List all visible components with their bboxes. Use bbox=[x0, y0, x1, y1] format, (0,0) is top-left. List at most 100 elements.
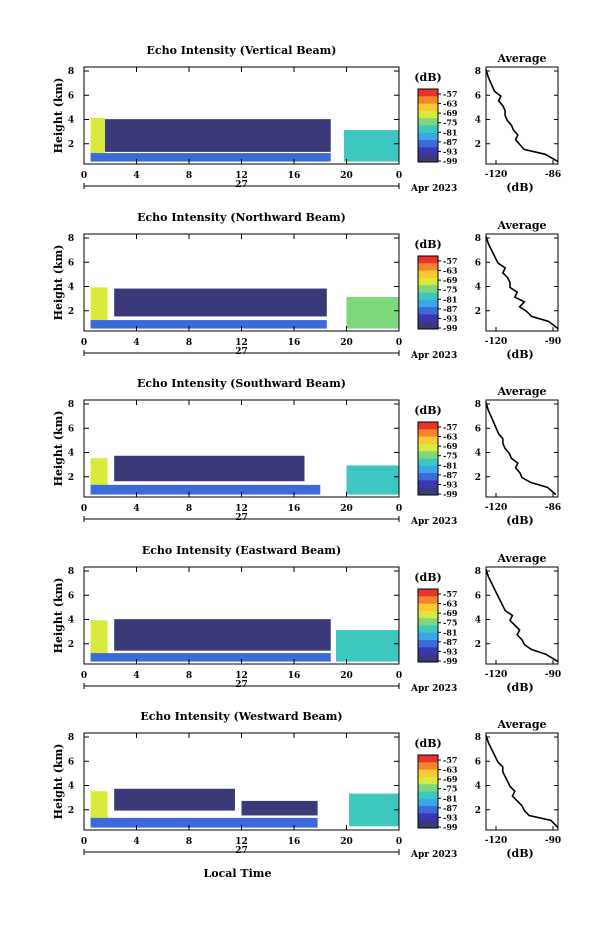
profile-x-tick-label: -90 bbox=[545, 670, 561, 680]
echo-layer-0 bbox=[90, 620, 108, 661]
colorbar-segment bbox=[418, 125, 438, 134]
profile-x-label: (dB) bbox=[506, 681, 533, 694]
echo-layer-0 bbox=[90, 287, 108, 328]
colorbar-unit: (dB) bbox=[414, 571, 441, 584]
colorbar-tick-label: -63 bbox=[443, 99, 458, 109]
colorbar-segment bbox=[418, 820, 438, 829]
echo-layer-3 bbox=[90, 817, 318, 828]
date-month-label: Apr 2023 bbox=[410, 684, 457, 694]
profile-y-tick-label: 4 bbox=[475, 283, 481, 293]
profile-y-tick-label: 2 bbox=[475, 806, 481, 816]
y-tick-label: 4 bbox=[68, 449, 74, 459]
colorbar-tick-label: -63 bbox=[443, 432, 458, 442]
colorbar-segment bbox=[418, 96, 438, 105]
profile-y-tick-label: 8 bbox=[475, 400, 481, 410]
profile-title: Average bbox=[496, 219, 546, 232]
x-axis-label: Local Time bbox=[204, 867, 272, 880]
y-tick-label: 6 bbox=[68, 258, 74, 268]
echo-layer-4 bbox=[349, 793, 399, 827]
profile-x-tick-label: -120 bbox=[485, 503, 508, 513]
x-tick-label: 8 bbox=[186, 504, 192, 514]
profile-frame bbox=[485, 566, 559, 665]
colorbar-segment bbox=[418, 314, 438, 323]
x-tick-label: 20 bbox=[340, 171, 353, 181]
colorbar-tick-label: -69 bbox=[443, 275, 458, 285]
profile-y-tick-label: 4 bbox=[475, 782, 481, 792]
y-axis-label: Height (km) bbox=[52, 578, 65, 654]
x-tick-label: 16 bbox=[288, 171, 301, 181]
profile-x-tick-label: -120 bbox=[485, 670, 508, 680]
x-tick-label: 4 bbox=[133, 837, 139, 847]
colorbar-tick-label: -69 bbox=[443, 774, 458, 784]
profile-frame bbox=[485, 233, 559, 332]
date-month-label: Apr 2023 bbox=[410, 517, 457, 527]
profile-y-tick-label: 4 bbox=[475, 116, 481, 126]
colorbar-tick-label: -63 bbox=[443, 266, 458, 276]
y-tick-label: 4 bbox=[68, 116, 74, 126]
colorbar-tick-label: -93 bbox=[443, 146, 458, 156]
colorbar-tick-label: -93 bbox=[443, 479, 458, 489]
colorbar-tick-label: -99 bbox=[443, 323, 458, 333]
profile-x-tick-label: -86 bbox=[545, 503, 561, 513]
echo-layer-2 bbox=[90, 153, 331, 162]
colorbar-segment bbox=[418, 762, 438, 771]
echo-layer-3 bbox=[336, 630, 399, 662]
colorbar-tick-label: -63 bbox=[443, 599, 458, 609]
y-tick-label: 8 bbox=[68, 733, 74, 743]
profile-line bbox=[485, 236, 559, 330]
colorbar-tick-label: -75 bbox=[443, 451, 457, 461]
colorbar-segment bbox=[418, 480, 438, 489]
colorbar-frame bbox=[417, 88, 439, 163]
x-tick-label: 8 bbox=[186, 671, 192, 681]
x-tick-label: 0 bbox=[81, 837, 87, 847]
echo-layer-2 bbox=[241, 800, 318, 816]
colorbar-segment bbox=[418, 147, 438, 156]
colorbar-segment bbox=[418, 813, 438, 822]
colorbar-tick-label: -81 bbox=[443, 793, 457, 803]
panel-4: Echo Intensity (Westward Beam) 0 4 8 12 16 20 0… bbox=[52, 710, 561, 860]
x-tick-label: 0 bbox=[81, 671, 87, 681]
date-day-label: 27 bbox=[235, 846, 248, 856]
colorbar-tick-label: -57 bbox=[443, 589, 457, 599]
colorbar-segment bbox=[418, 132, 438, 141]
y-tick-label: 2 bbox=[68, 806, 74, 816]
profile-y-tick-label: 6 bbox=[475, 591, 481, 601]
colorbar-tick-label: -57 bbox=[443, 422, 457, 432]
colorbar-tick-label: -63 bbox=[443, 765, 458, 775]
x-tick-label: 12 bbox=[235, 837, 248, 847]
panel-0: Echo Intensity (Vertical Beam) 0 4 8 12 16 20 0… bbox=[52, 44, 561, 194]
profile-title: Average bbox=[496, 52, 546, 65]
colorbar-unit: (dB) bbox=[414, 404, 441, 417]
profile-y-tick-label: 2 bbox=[475, 140, 481, 150]
colorbar-segment bbox=[418, 89, 438, 97]
profile-title: Average bbox=[496, 552, 546, 565]
colorbar-tick-label: -99 bbox=[443, 156, 458, 166]
y-tick-label: 8 bbox=[68, 567, 74, 577]
colorbar-tick-label: -75 bbox=[443, 784, 457, 794]
colorbar-segment bbox=[418, 465, 438, 474]
x-tick-label: 12 bbox=[235, 671, 248, 681]
x-tick-label: 12 bbox=[235, 171, 248, 181]
heatmap-title: Echo Intensity (Vertical Beam) bbox=[146, 44, 336, 57]
profile-line bbox=[485, 69, 559, 163]
colorbar-tick-label: -69 bbox=[443, 608, 458, 618]
colorbar-segment bbox=[418, 103, 438, 112]
colorbar-tick-label: -99 bbox=[443, 489, 458, 499]
colorbar-frame bbox=[417, 255, 439, 330]
y-axis-label: Height (km) bbox=[52, 411, 65, 487]
colorbar-unit: (dB) bbox=[414, 238, 441, 251]
colorbar-segment bbox=[418, 458, 438, 467]
profile-y-tick-label: 2 bbox=[475, 640, 481, 650]
colorbar-segment bbox=[418, 299, 438, 308]
x-tick-label: 8 bbox=[186, 171, 192, 181]
colorbar-tick-label: -81 bbox=[443, 627, 457, 637]
y-tick-label: 4 bbox=[68, 782, 74, 792]
echo-layer-3 bbox=[343, 130, 399, 162]
profile-x-tick-label: -86 bbox=[545, 170, 561, 180]
y-axis-label: Height (km) bbox=[52, 744, 65, 820]
profile-x-label: (dB) bbox=[506, 181, 533, 194]
profile-x-tick-label: -90 bbox=[545, 836, 561, 846]
x-tick-label: 0 bbox=[81, 171, 87, 181]
x-tick-label: 16 bbox=[288, 504, 301, 514]
y-tick-label: 6 bbox=[68, 591, 74, 601]
